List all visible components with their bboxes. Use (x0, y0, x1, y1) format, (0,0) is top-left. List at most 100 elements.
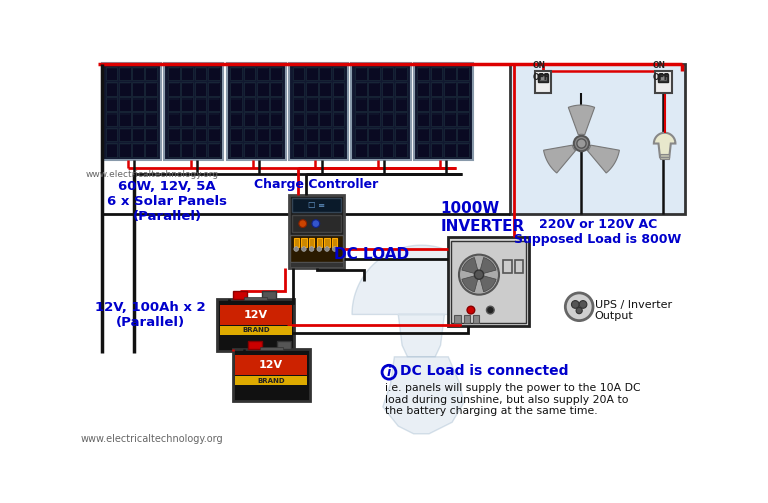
Bar (535, 71, 551, 93)
Text: i: i (387, 366, 391, 379)
Bar (289, 63, 348, 160)
Bar (382, 143, 393, 156)
Bar (208, 128, 220, 141)
Bar (333, 112, 344, 126)
Bar (293, 238, 299, 247)
Polygon shape (352, 245, 491, 357)
Bar (333, 143, 344, 156)
Bar (355, 128, 367, 141)
Bar (457, 97, 469, 111)
Text: OFF: OFF (533, 73, 550, 82)
Bar (257, 82, 269, 96)
Bar (319, 143, 331, 156)
Text: www.electricaltechnology.org: www.electricaltechnology.org (85, 171, 218, 180)
Bar (464, 315, 470, 323)
Bar (457, 82, 469, 96)
Bar (145, 82, 157, 96)
Circle shape (333, 246, 337, 252)
Bar (457, 128, 469, 141)
Bar (301, 238, 306, 247)
Polygon shape (382, 357, 464, 434)
Bar (244, 297, 267, 300)
Circle shape (565, 293, 593, 320)
Bar (660, 156, 669, 159)
Text: BRAND: BRAND (242, 327, 270, 333)
Bar (132, 128, 144, 141)
Bar (233, 349, 310, 401)
Bar (119, 128, 131, 141)
Bar (289, 195, 344, 268)
Bar (168, 66, 180, 80)
Bar (382, 66, 393, 80)
Text: ☐ ≡: ☐ ≡ (308, 201, 325, 210)
Circle shape (475, 270, 484, 279)
Bar (306, 66, 318, 80)
Bar (473, 315, 479, 323)
Bar (306, 112, 318, 126)
Bar (168, 143, 180, 156)
Bar (292, 215, 341, 232)
Bar (319, 66, 331, 80)
Bar (355, 112, 367, 126)
Bar (293, 112, 304, 126)
Bar (145, 128, 157, 141)
Bar (457, 143, 469, 156)
Bar (230, 143, 242, 156)
Bar (181, 143, 193, 156)
Bar (395, 143, 407, 156)
Bar (333, 97, 344, 111)
Bar (431, 97, 442, 111)
Bar (257, 143, 269, 156)
Bar (132, 82, 144, 96)
Bar (457, 66, 469, 80)
Bar (194, 128, 207, 141)
Bar (194, 66, 207, 80)
Bar (243, 82, 256, 96)
Bar (382, 82, 393, 96)
Circle shape (317, 246, 322, 252)
Bar (145, 97, 157, 111)
Bar (431, 66, 442, 80)
Polygon shape (544, 145, 575, 173)
Bar (503, 260, 511, 274)
Bar (540, 76, 546, 80)
Bar (181, 112, 193, 126)
Circle shape (571, 301, 579, 308)
Bar (515, 260, 523, 274)
Text: 12V: 12V (243, 310, 268, 320)
Circle shape (579, 301, 587, 308)
Bar (270, 128, 282, 141)
Bar (455, 315, 461, 323)
Bar (431, 112, 442, 126)
Text: DC LOAD: DC LOAD (334, 247, 409, 262)
Text: 12V: 12V (259, 360, 283, 370)
Bar (270, 97, 282, 111)
Circle shape (459, 255, 499, 295)
Bar (316, 238, 322, 247)
Bar (168, 97, 180, 111)
Bar (418, 112, 429, 126)
Bar (449, 237, 529, 326)
Bar (654, 71, 671, 93)
Bar (444, 82, 455, 96)
Bar (444, 128, 455, 141)
Text: Charge Controller: Charge Controller (254, 178, 379, 191)
Bar (270, 112, 282, 126)
Circle shape (578, 140, 584, 146)
Polygon shape (654, 133, 675, 157)
Bar (168, 128, 180, 141)
Bar (333, 128, 344, 141)
Circle shape (310, 246, 314, 252)
Bar (444, 112, 455, 126)
Bar (145, 112, 157, 126)
Bar (270, 66, 282, 80)
Bar (510, 64, 685, 214)
Circle shape (294, 246, 299, 252)
Bar (395, 128, 407, 141)
Polygon shape (588, 145, 620, 173)
Bar (260, 347, 283, 350)
Wedge shape (479, 258, 496, 275)
Bar (194, 82, 207, 96)
Bar (132, 112, 144, 126)
Text: DC Load is connected: DC Load is connected (400, 364, 568, 378)
